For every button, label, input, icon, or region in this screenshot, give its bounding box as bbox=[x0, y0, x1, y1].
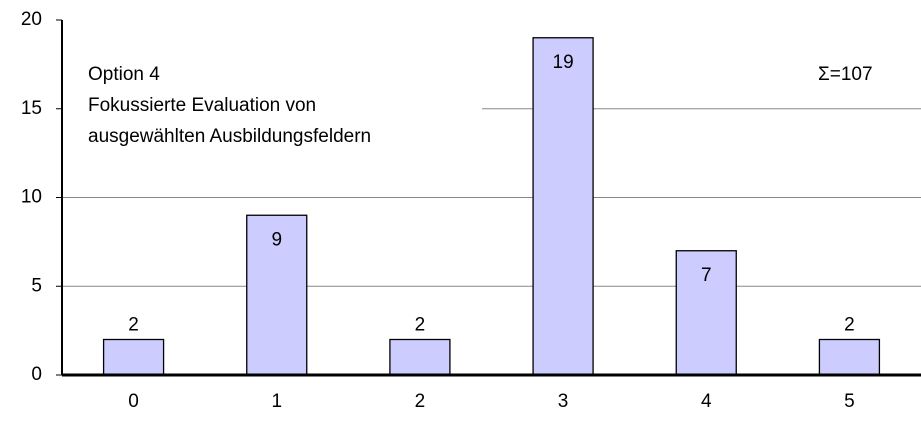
annotation-box bbox=[62, 44, 482, 156]
bar bbox=[532, 37, 594, 376]
y-tick-label: 20 bbox=[21, 9, 42, 30]
y-tick-label: 0 bbox=[31, 364, 42, 385]
bar bbox=[102, 338, 165, 376]
annotation: Fokussierte Evaluation von bbox=[88, 95, 316, 116]
x-tick-label: 4 bbox=[701, 391, 712, 412]
data-label: 2 bbox=[415, 315, 426, 336]
annotation: Option 4 bbox=[88, 64, 160, 85]
data-label: 2 bbox=[128, 315, 139, 336]
data-label: 19 bbox=[553, 52, 574, 73]
bar bbox=[818, 338, 881, 376]
data-label: 7 bbox=[701, 265, 712, 286]
x-tick-label: 5 bbox=[844, 391, 855, 412]
annotation: ausgewählten Ausbildungsfeldern bbox=[88, 126, 371, 147]
x-tick-label: 1 bbox=[271, 391, 282, 412]
x-tick-label: 0 bbox=[128, 391, 139, 412]
x-tick-label: 2 bbox=[415, 391, 426, 412]
bar bbox=[246, 214, 308, 376]
bar bbox=[675, 250, 737, 376]
data-label: 2 bbox=[844, 315, 855, 336]
bar bbox=[389, 338, 451, 376]
x-tick-label: 3 bbox=[558, 391, 569, 412]
total-label: Σ=107 bbox=[818, 64, 873, 85]
data-label: 9 bbox=[271, 229, 282, 250]
y-tick-label: 5 bbox=[31, 275, 42, 296]
y-tick-label: 15 bbox=[21, 98, 42, 119]
y-tick-label: 10 bbox=[21, 187, 42, 208]
